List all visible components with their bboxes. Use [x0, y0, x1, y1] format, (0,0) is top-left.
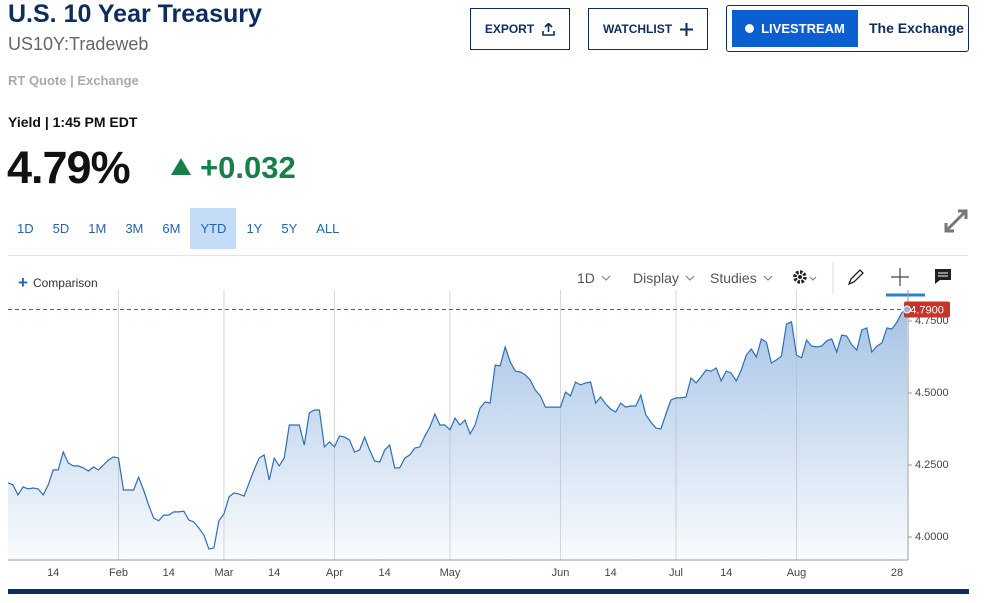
range-button[interactable]: ALL — [316, 221, 340, 236]
chart: 14 Feb 14 Mar 14 Apr 14 May Jun 14 Jul 14 Aug 28 4.000… — [7, 290, 950, 579]
quote-label: Yield | 1:45 PM EDT — [8, 114, 138, 130]
last-price: 4.79% — [7, 142, 131, 193]
comparison-button[interactable]: + Comparison — [18, 273, 98, 293]
plus-icon — [680, 22, 694, 36]
live-dot — [745, 24, 755, 33]
range-button[interactable]: 3M — [125, 221, 144, 236]
divider — [8, 255, 968, 256]
export-button[interactable]: EXPORT — [470, 8, 570, 50]
x-tick-label: 14 — [163, 567, 175, 579]
chart-tools — [793, 262, 951, 297]
line — [7, 308, 908, 550]
plus-icon: + — [18, 273, 28, 292]
area — [8, 309, 907, 560]
range-button[interactable]: YTD — [190, 208, 237, 249]
range-button[interactable]: 1D — [17, 221, 34, 236]
x-tick-label: Feb — [109, 567, 128, 579]
chevron — [763, 275, 773, 281]
x-tick-label: 14 — [605, 567, 617, 579]
display-menu[interactable]: Display — [633, 270, 695, 286]
x-tick-label: 14 — [47, 567, 59, 579]
studies-menu[interactable]: Studies — [710, 270, 773, 286]
y-tick-label: 4.5000 — [915, 387, 949, 399]
range-button[interactable]: 5D — [52, 221, 70, 236]
quote-source: RT Quote | Exchange — [8, 73, 139, 88]
studies-label: Studies — [710, 270, 757, 286]
crosshair-icon[interactable] — [891, 268, 909, 286]
last-value-tag — [904, 301, 950, 318]
up-arrow — [171, 158, 191, 175]
last-value-label: 4.7900 — [910, 304, 944, 316]
range-selector: 1D 5D 1M 3M 6M YTD 1Y 5Y ALL — [8, 208, 348, 249]
x-tick-label: May — [440, 567, 461, 579]
range-button[interactable]: 6M — [162, 221, 181, 236]
expand-icon[interactable] — [943, 208, 969, 234]
y-tick-label: 4.0000 — [915, 531, 949, 543]
draw-icon[interactable] — [847, 269, 864, 286]
range-button[interactable]: 5Y — [281, 221, 298, 236]
range-button[interactable]: 1M — [88, 221, 107, 236]
comparison-label: Comparison — [32, 276, 98, 290]
livestream-label: LIVESTREAM — [761, 21, 845, 36]
title: U.S. 10 Year Treasury — [8, 0, 262, 28]
x-tick-label: Mar — [214, 567, 233, 579]
show-link[interactable]: The Exchange — [869, 20, 964, 36]
display-label: Display — [633, 270, 679, 286]
chevron — [685, 275, 695, 281]
interval-menu[interactable]: 1D — [577, 270, 611, 286]
x-tick-label: Aug — [787, 567, 807, 579]
export-icon — [542, 22, 555, 36]
export-label: EXPORT — [484, 22, 535, 36]
livestream-box — [726, 5, 969, 52]
symbol: US10Y:Tradeweb — [8, 34, 149, 54]
settings-icon[interactable] — [793, 270, 817, 284]
last-point — [903, 305, 911, 314]
x-tick-label: 14 — [268, 567, 280, 579]
y-tick-label: 4.7500 — [915, 315, 949, 327]
chevron — [601, 275, 611, 281]
x-tick-label: 28 — [891, 567, 903, 579]
price-change: +0.032 — [200, 150, 296, 185]
watchlist-button[interactable]: WATCHLIST — [588, 8, 708, 50]
livestream-button[interactable]: LIVESTREAM — [732, 10, 858, 47]
comment-lines — [938, 272, 948, 277]
x-tick-label: Jun — [552, 567, 570, 579]
x-tick-label: 14 — [720, 567, 732, 579]
bottom-bar — [8, 589, 969, 594]
interval-label: 1D — [577, 270, 595, 286]
y-tick-label: 4.2500 — [915, 459, 949, 471]
watchlist-label: WATCHLIST — [602, 22, 673, 36]
x-tick-label: Jul — [669, 567, 683, 579]
range-button[interactable]: 1Y — [246, 221, 263, 236]
x-tick-label: Apr — [326, 567, 343, 579]
x-tick-label: 14 — [379, 567, 391, 579]
